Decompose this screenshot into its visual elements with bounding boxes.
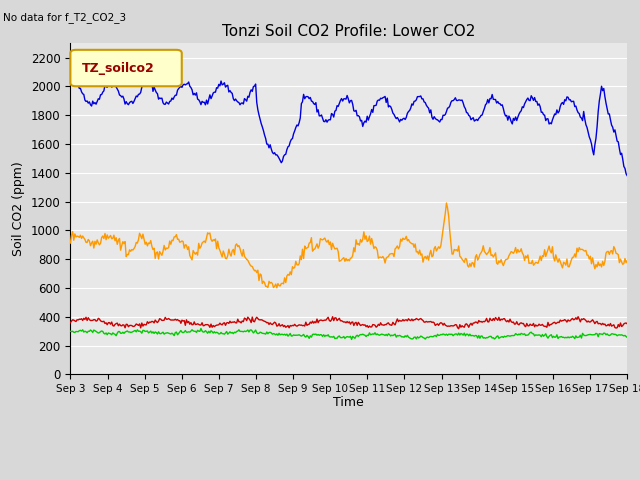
Text: No data for f_T2_CO2_3: No data for f_T2_CO2_3: [3, 12, 126, 23]
Title: Tonzi Soil CO2 Profile: Lower CO2: Tonzi Soil CO2 Profile: Lower CO2: [222, 24, 476, 39]
FancyBboxPatch shape: [70, 50, 182, 86]
X-axis label: Time: Time: [333, 396, 364, 408]
Text: TZ_soilco2: TZ_soilco2: [81, 61, 154, 74]
Y-axis label: Soil CO2 (ppm): Soil CO2 (ppm): [12, 161, 26, 256]
